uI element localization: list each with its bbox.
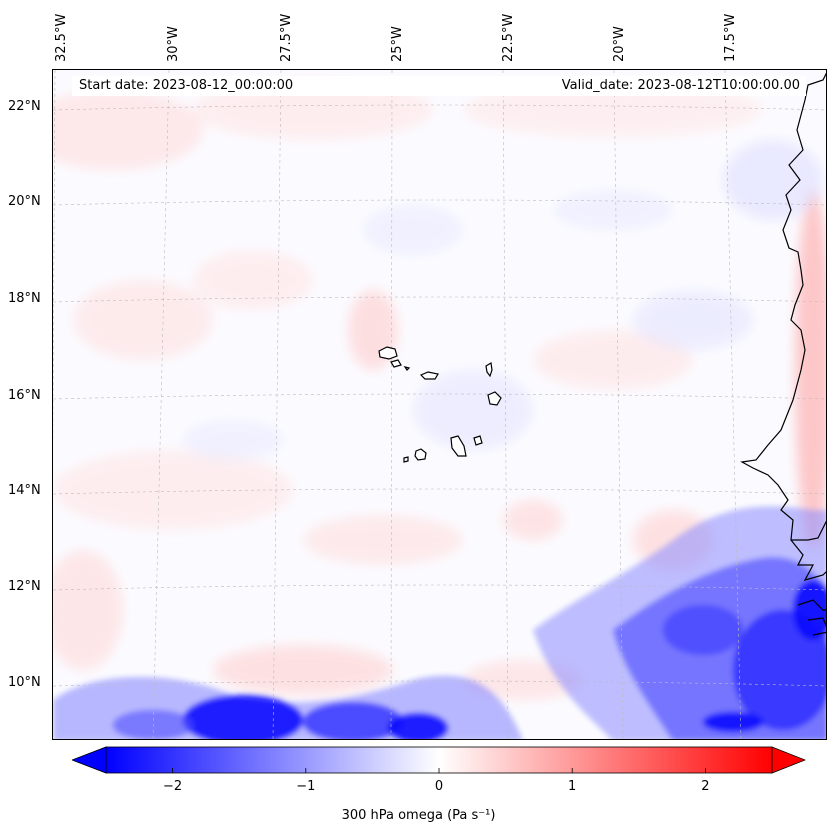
start-date-text: Start date: 2023-08-12_00:00:00 bbox=[79, 78, 294, 93]
longitude-gridline bbox=[272, 70, 282, 739]
latitude-gridline bbox=[53, 488, 826, 495]
latitude-label: 20°N bbox=[8, 194, 41, 209]
fogo-island bbox=[414, 448, 427, 461]
sal-island bbox=[485, 362, 493, 378]
map-gridlines bbox=[53, 70, 826, 739]
brava-island bbox=[403, 456, 409, 463]
colorbar-tick-label: 2 bbox=[701, 779, 710, 794]
longitude-label: 32.5°W bbox=[54, 13, 69, 62]
latitude-label: 16°N bbox=[8, 388, 41, 403]
longitude-gridline bbox=[390, 70, 393, 739]
boa-vista-island bbox=[487, 391, 502, 406]
longitude-gridline bbox=[502, 70, 509, 739]
weak-negative-omega-field bbox=[183, 140, 823, 460]
longitude-label: 27.5°W bbox=[279, 13, 294, 62]
santa-luzia-island bbox=[403, 366, 411, 371]
santo-antao-island bbox=[378, 346, 398, 360]
colorbar-extend-high bbox=[771, 746, 806, 774]
longitude-label: 25°W bbox=[390, 26, 405, 62]
latitude-label: 12°N bbox=[8, 579, 41, 594]
omega-field-map bbox=[53, 70, 826, 739]
colorbar-label: 300 hPa omega (Pa s⁻¹) bbox=[341, 808, 496, 823]
latitude-gridline bbox=[53, 199, 826, 206]
cape-verde-islands bbox=[378, 346, 502, 463]
west-africa-coastline bbox=[740, 72, 826, 541]
longitude-label: 30°W bbox=[166, 26, 181, 62]
santiago-island bbox=[450, 435, 467, 457]
latitude-label: 10°N bbox=[8, 675, 41, 690]
positive-omega-field bbox=[53, 80, 826, 700]
latitude-gridline bbox=[53, 296, 826, 303]
latitude-gridline bbox=[53, 584, 826, 591]
colorbar-tick-label: −1 bbox=[296, 779, 316, 794]
latitude-gridline bbox=[53, 680, 826, 687]
latitude-label: 14°N bbox=[8, 483, 41, 498]
date-info-bar: Start date: 2023-08-12_00:00:00 Valid_da… bbox=[72, 76, 806, 96]
colorbar-tick-label: 1 bbox=[568, 779, 577, 794]
colorbar bbox=[72, 746, 806, 774]
maio-island bbox=[473, 435, 483, 446]
colorbar-tick-label: 0 bbox=[434, 779, 444, 794]
southern-negative-omega-band bbox=[53, 675, 523, 739]
coastlines bbox=[740, 72, 826, 636]
longitude-gridline bbox=[613, 70, 624, 739]
longitude-gridline bbox=[152, 70, 170, 739]
latitude-gridline bbox=[53, 393, 826, 400]
longitude-label: 20°W bbox=[612, 26, 627, 62]
latitude-gridline bbox=[53, 104, 826, 111]
colorbar-extend-low bbox=[72, 746, 107, 774]
valid-date-text: Valid_date: 2023-08-12T10:00:00.00 bbox=[561, 78, 800, 93]
guinea-bissau-coast bbox=[797, 599, 826, 636]
latitude-label: 22°N bbox=[8, 99, 41, 114]
map-panel bbox=[52, 69, 827, 740]
latitude-label: 18°N bbox=[8, 291, 41, 306]
longitude-label: 17.5°W bbox=[723, 13, 738, 62]
longitude-label: 22.5°W bbox=[501, 13, 516, 62]
longitude-gridline bbox=[724, 70, 742, 739]
sao-vicente-island bbox=[390, 359, 402, 368]
strong-negative-omega-region bbox=[533, 506, 826, 739]
colorbar-tick-label: −2 bbox=[163, 779, 183, 794]
senegal-gambia-coast bbox=[790, 539, 826, 581]
sao-nicolau-island bbox=[419, 371, 439, 380]
